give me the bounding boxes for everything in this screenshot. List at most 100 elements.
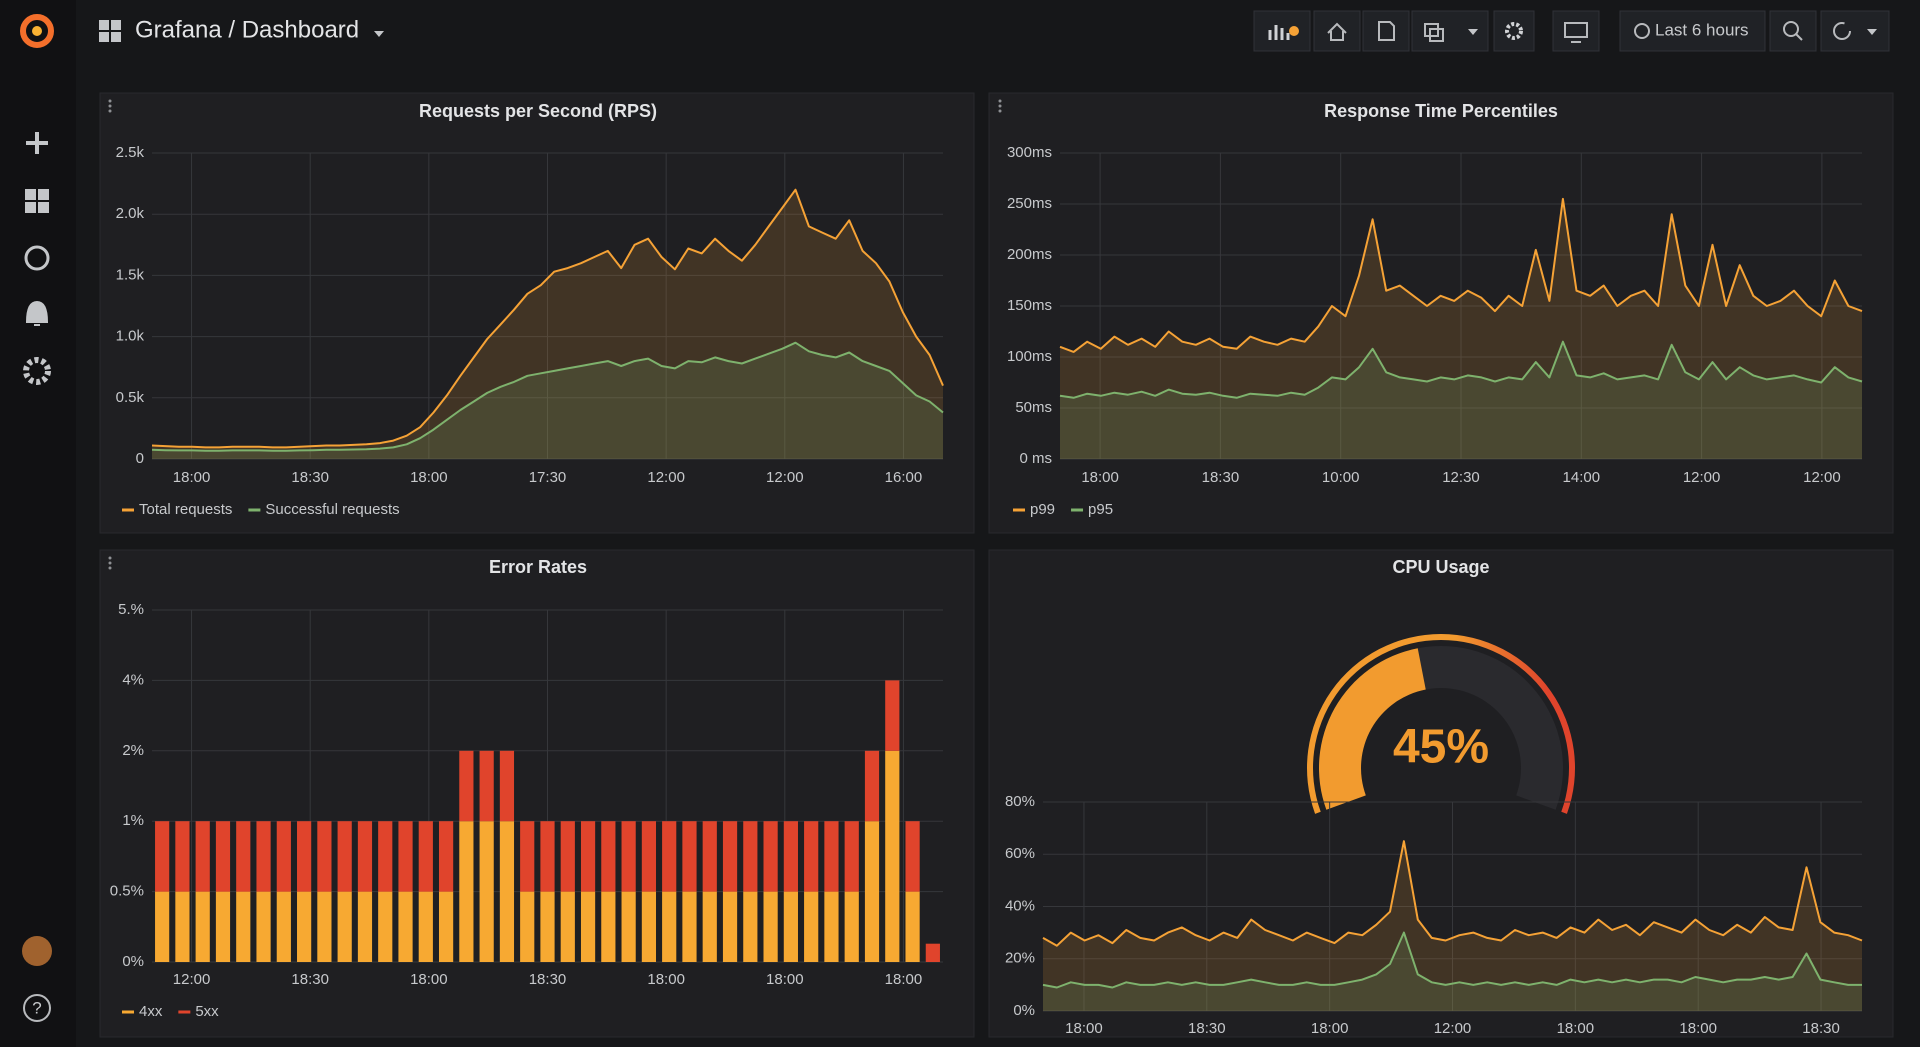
panel-title: Requests per Second (RPS) bbox=[419, 101, 657, 121]
y-tick-label: 300ms bbox=[1007, 144, 1052, 161]
x-tick-label: 12:00 bbox=[1434, 1020, 1472, 1037]
legend-label: p95 bbox=[1088, 501, 1113, 518]
icon-cell bbox=[38, 189, 49, 200]
bar-segment bbox=[601, 821, 615, 891]
bar-segment bbox=[601, 892, 615, 962]
x-tick-label: 18:30 bbox=[291, 971, 329, 988]
bar-segment bbox=[743, 821, 757, 891]
y-tick-label: 80% bbox=[1005, 793, 1035, 810]
bar-segment bbox=[459, 821, 473, 962]
bar-segment bbox=[561, 821, 575, 891]
settings-button[interactable] bbox=[1494, 11, 1534, 51]
y-tick-label: 0.5% bbox=[110, 883, 144, 900]
x-tick-label: 18:00 bbox=[885, 971, 923, 988]
bar-segment bbox=[277, 821, 291, 891]
bar-segment bbox=[804, 821, 818, 891]
bar-segment bbox=[662, 892, 676, 962]
x-tick-label: 18:00 bbox=[1557, 1020, 1595, 1037]
x-tick-label: 18:30 bbox=[1202, 469, 1240, 486]
bar-segment bbox=[723, 821, 737, 891]
x-tick-label: 18:00 bbox=[647, 971, 685, 988]
title-caret bbox=[374, 31, 384, 37]
bar-segment bbox=[500, 751, 514, 821]
menu-dot[interactable] bbox=[999, 100, 1002, 103]
bar-segment bbox=[256, 892, 270, 962]
icon-cell bbox=[111, 20, 121, 30]
y-tick-label: 200ms bbox=[1007, 246, 1052, 263]
x-tick-label: 14:00 bbox=[1563, 469, 1601, 486]
refresh-button[interactable] bbox=[1821, 11, 1889, 51]
bar-segment bbox=[764, 821, 778, 891]
icon-cell bbox=[25, 189, 36, 200]
menu-dot[interactable] bbox=[109, 557, 112, 560]
y-tick-label: 40% bbox=[1005, 897, 1035, 914]
x-tick-label: 12:00 bbox=[766, 469, 804, 486]
bar-segment bbox=[682, 821, 696, 891]
bar-segment bbox=[338, 821, 352, 891]
menu-dot[interactable] bbox=[999, 105, 1002, 108]
x-tick-label: 18:30 bbox=[529, 971, 567, 988]
bar-segment bbox=[540, 821, 554, 891]
y-tick-label: 0% bbox=[122, 953, 144, 970]
share-button[interactable] bbox=[1363, 11, 1409, 51]
menu-dot[interactable] bbox=[999, 110, 1002, 113]
avatar[interactable] bbox=[22, 936, 52, 966]
x-tick-label: 18:00 bbox=[410, 971, 448, 988]
tv-mode-button[interactable] bbox=[1553, 11, 1599, 51]
bar-segment bbox=[885, 751, 899, 962]
bar-segment bbox=[236, 821, 250, 891]
bar-segment bbox=[196, 821, 210, 891]
y-tick-label: 1.0k bbox=[116, 328, 145, 345]
x-tick-label: 12:00 bbox=[173, 971, 211, 988]
star-button[interactable] bbox=[1314, 11, 1360, 51]
y-tick-label: 2% bbox=[122, 742, 144, 759]
x-tick-label: 18:00 bbox=[410, 469, 448, 486]
x-tick-label: 18:30 bbox=[291, 469, 329, 486]
save-button[interactable] bbox=[1412, 11, 1488, 51]
sidebar bbox=[0, 0, 76, 1047]
x-tick-label: 12:30 bbox=[1442, 469, 1480, 486]
bar-segment bbox=[175, 892, 189, 962]
x-tick-label: 10:00 bbox=[1322, 469, 1360, 486]
bar-segment bbox=[358, 821, 372, 891]
menu-dot[interactable] bbox=[109, 567, 112, 570]
y-tick-label: 0 bbox=[136, 450, 144, 467]
bar-segment bbox=[297, 892, 311, 962]
bar-segment bbox=[540, 892, 554, 962]
bar-segment bbox=[216, 821, 230, 891]
x-tick-label: 17:30 bbox=[529, 469, 567, 486]
panel bbox=[100, 550, 974, 1037]
dashboard-menu[interactable]: Grafana / Dashboard bbox=[99, 16, 384, 43]
legend-label: p99 bbox=[1030, 501, 1055, 518]
bar-segment bbox=[398, 821, 412, 891]
bar-segment bbox=[277, 892, 291, 962]
add-panel-dot bbox=[1289, 26, 1299, 36]
help-label: ? bbox=[32, 998, 41, 1017]
bar-segment bbox=[236, 892, 250, 962]
bar-segment bbox=[338, 892, 352, 962]
panel-title: Error Rates bbox=[489, 557, 587, 577]
bar-segment bbox=[804, 892, 818, 962]
bar-segment bbox=[682, 892, 696, 962]
menu-dot[interactable] bbox=[109, 110, 112, 113]
bar-segment bbox=[703, 821, 717, 891]
alert-icon[interactable] bbox=[27, 302, 47, 325]
x-tick-label: 18:00 bbox=[173, 469, 211, 486]
menu-dot[interactable] bbox=[109, 105, 112, 108]
bar-segment bbox=[885, 680, 899, 750]
bar-segment bbox=[419, 892, 433, 962]
bar-segment bbox=[216, 892, 230, 962]
menu-dot[interactable] bbox=[109, 100, 112, 103]
bar-segment bbox=[459, 751, 473, 821]
x-tick-label: 18:00 bbox=[1065, 1020, 1103, 1037]
menu-dot[interactable] bbox=[109, 562, 112, 565]
logo-core bbox=[32, 26, 42, 36]
zoom-button[interactable] bbox=[1770, 11, 1816, 51]
y-tick-label: 150ms bbox=[1007, 297, 1052, 314]
bar-segment bbox=[926, 944, 940, 962]
bar-segment bbox=[743, 892, 757, 962]
x-tick-label: 18:00 bbox=[1311, 1020, 1349, 1037]
bar-segment bbox=[398, 892, 412, 962]
x-tick-label: 12:00 bbox=[647, 469, 685, 486]
bar-segment bbox=[358, 892, 372, 962]
